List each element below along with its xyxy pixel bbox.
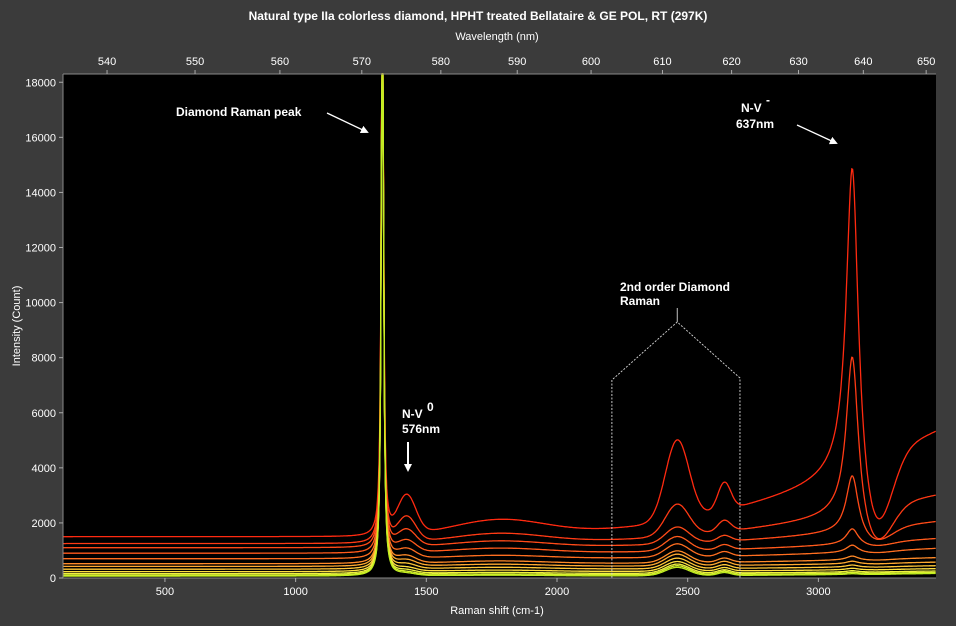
annotation-layer: Diamond Raman peak N-V 0 576nm 2nd order Dia…	[176, 93, 838, 578]
x2-tick-label: 620	[722, 56, 740, 68]
y-tick-label: 12000	[25, 243, 56, 255]
y-tick-label: 6000	[32, 408, 56, 420]
x2-tick-label: 630	[789, 56, 807, 68]
series-line-3	[63, 73, 936, 549]
y-tick-label: 2000	[32, 518, 56, 530]
y-tick-label: 4000	[32, 463, 56, 475]
x2-tick-label: 580	[432, 56, 450, 68]
series-line-1	[63, 73, 937, 538]
nv0-superscript: 0	[427, 400, 434, 414]
plot-area	[63, 74, 936, 578]
x-tick-label: 2500	[675, 586, 699, 598]
x2-tick-label: 590	[508, 56, 526, 68]
series-line-4	[63, 73, 936, 554]
nv-minus-arrow	[796, 124, 838, 145]
nv-minus-label: N-V	[741, 101, 762, 115]
x2-axis-label: Wavelength (nm)	[455, 31, 538, 43]
x-tick-label: 1500	[414, 586, 438, 598]
series-line-6	[63, 73, 936, 565]
series-line-11	[63, 73, 936, 576]
x2-tick-label: 640	[854, 56, 872, 68]
x2-tick-label: 650	[917, 56, 935, 68]
x2-tick-label: 560	[271, 56, 289, 68]
x-tick-label: 500	[156, 586, 174, 598]
y-tick-label: 10000	[25, 298, 56, 310]
nv0-wavelength: 576nm	[402, 422, 440, 436]
x-tick-label: 2000	[545, 586, 569, 598]
y-tick-label: 0	[50, 573, 56, 585]
series-line-2	[63, 73, 936, 545]
second-order-label-line1: 2nd order Diamond	[620, 280, 730, 294]
series-line-8	[63, 73, 936, 570]
diamond-raman-label: Diamond Raman peak	[176, 105, 302, 119]
diamond-raman-arrow	[326, 112, 369, 134]
x2-tick-label: 610	[653, 56, 671, 68]
y-axis-label: Intensity (Count)	[11, 286, 23, 367]
y-tick-label: 14000	[25, 187, 56, 199]
series-layer	[63, 73, 937, 577]
x-axis-label: Raman shift (cm-1)	[450, 605, 544, 617]
x2-tick-label: 550	[186, 56, 204, 68]
series-line-7	[63, 73, 936, 568]
x2-tick-label: 600	[582, 56, 600, 68]
nv-minus-wavelength: 637nm	[736, 117, 774, 131]
axis-layer: 500 1000 1500 2000 2500 300002000400060008000…	[25, 56, 936, 598]
series-line-5	[63, 73, 936, 560]
nv0-label: N-V	[402, 407, 423, 421]
second-order-label-line2: Raman	[620, 294, 660, 308]
y-tick-label: 18000	[25, 77, 56, 89]
series-line-12	[63, 73, 936, 577]
series-line-10	[63, 73, 936, 575]
x-tick-label: 3000	[806, 586, 830, 598]
nv-minus-superscript: -	[766, 93, 770, 107]
x-tick-label: 1000	[283, 586, 307, 598]
x2-tick-label: 570	[353, 56, 371, 68]
x2-tick-label: 540	[98, 56, 116, 68]
y-tick-label: 8000	[32, 353, 56, 365]
series-line-9	[63, 73, 936, 573]
y-tick-label: 16000	[25, 132, 56, 144]
chart-title: Natural type IIa colorless diamond, HPHT…	[249, 9, 708, 23]
